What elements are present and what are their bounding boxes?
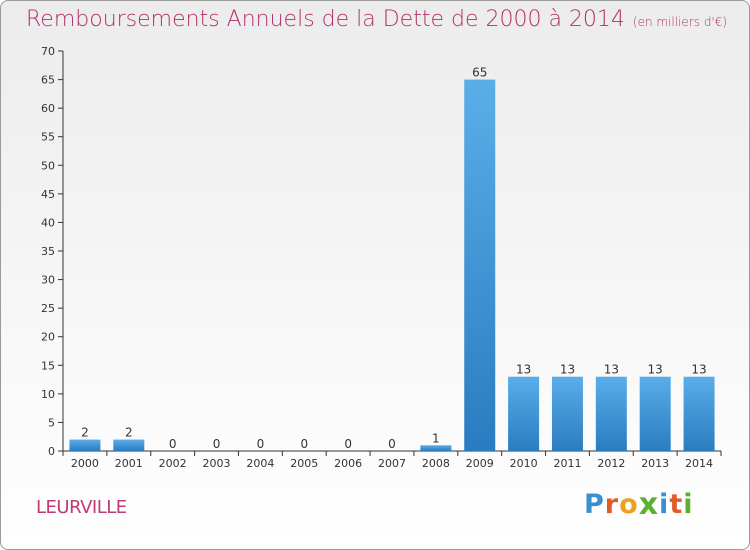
data-label: 0 (213, 437, 221, 451)
logo-letter: i (659, 489, 670, 520)
x-tick-label: 2014 (685, 457, 713, 470)
x-tick-label: 2011 (553, 457, 581, 470)
bar (639, 376, 671, 451)
chart-title-text: Remboursements Annuels de la Dette de 20… (26, 7, 625, 32)
logo-letter: x (638, 487, 660, 522)
x-tick-label: 2008 (422, 457, 450, 470)
data-label: 2 (125, 426, 133, 440)
y-tick-label: 45 (41, 188, 55, 201)
data-label: 0 (344, 437, 352, 451)
x-tick-label: 2001 (115, 457, 143, 470)
data-label: 0 (388, 437, 396, 451)
bar (683, 376, 715, 451)
x-tick-label: 2000 (71, 457, 99, 470)
y-tick-label: 20 (41, 331, 55, 344)
logo-letter: i (683, 489, 694, 520)
y-tick-label: 55 (41, 131, 55, 144)
logo-letter: P (584, 489, 605, 520)
bar (464, 79, 496, 452)
data-label: 2 (81, 426, 89, 440)
x-tick-label: 2009 (466, 457, 494, 470)
x-tick-label: 2007 (378, 457, 406, 470)
town-name: LEURVILLE (36, 497, 127, 518)
x-tick-label: 2002 (159, 457, 187, 470)
data-label: 13 (691, 363, 706, 377)
chart-title: Remboursements Annuels de la Dette de 20… (26, 7, 727, 32)
logo-letter: r (604, 489, 620, 520)
y-tick-label: 65 (41, 74, 55, 87)
y-tick-label: 10 (41, 388, 55, 401)
data-label: 13 (516, 363, 531, 377)
y-tick-label: 30 (41, 274, 55, 287)
logo-letter: t (669, 489, 684, 520)
bar (551, 376, 583, 451)
x-tick-label: 2010 (510, 457, 538, 470)
x-tick-label: 2005 (290, 457, 318, 470)
x-tick-label: 2012 (597, 457, 625, 470)
y-tick-label: 70 (41, 45, 55, 58)
y-tick-label: 40 (41, 216, 55, 229)
data-label: 1 (432, 431, 440, 445)
data-label: 13 (604, 363, 619, 377)
y-tick-label: 25 (41, 302, 55, 315)
bar (113, 439, 145, 451)
y-tick-label: 15 (41, 359, 55, 372)
y-tick-label: 35 (41, 245, 55, 258)
x-tick-label: 2006 (334, 457, 362, 470)
y-tick-label: 0 (48, 445, 55, 458)
bar (508, 376, 540, 451)
data-label: 0 (300, 437, 308, 451)
proxiti-logo: Proxiti (584, 486, 694, 522)
x-tick-label: 2003 (203, 457, 231, 470)
data-label: 13 (648, 363, 663, 377)
bar (420, 445, 452, 451)
x-tick-label: 2013 (641, 457, 669, 470)
bar (595, 376, 627, 451)
y-tick-label: 5 (48, 416, 55, 429)
x-tick-label: 2004 (246, 457, 274, 470)
y-tick-label: 50 (41, 159, 55, 172)
data-label: 0 (257, 437, 265, 451)
data-label: 13 (560, 363, 575, 377)
data-label: 65 (472, 66, 487, 80)
logo-letter: o (619, 489, 639, 520)
y-tick-label: 60 (41, 102, 55, 115)
data-label: 0 (169, 437, 177, 451)
bar (69, 439, 101, 451)
chart-subtitle: (en milliers d'€) (632, 15, 728, 29)
